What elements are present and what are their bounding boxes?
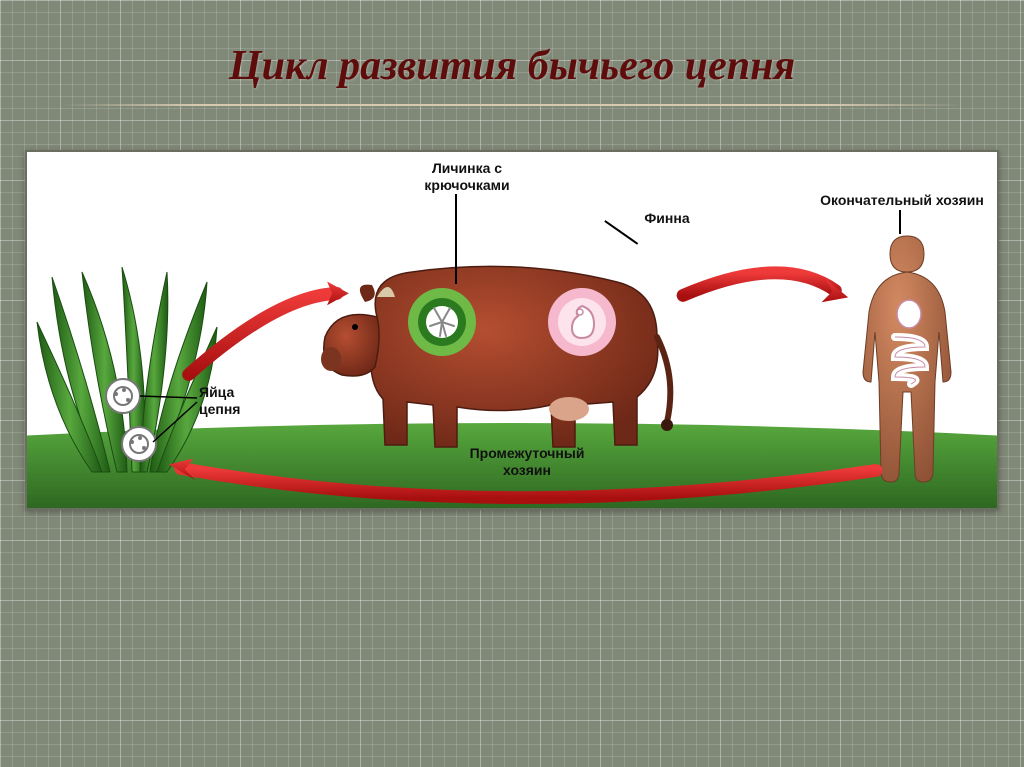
label-intermediate-host: Промежуточный хозяин xyxy=(447,445,607,479)
lifecycle-diagram: Личинка с крючочками Финна Окончательный… xyxy=(25,150,999,510)
label-final-host: Окончательный хозяин xyxy=(807,192,997,209)
title-underline xyxy=(60,104,964,106)
label-larva: Личинка с крючочками xyxy=(402,160,532,194)
pointer-final-host xyxy=(899,210,901,234)
label-finna: Финна xyxy=(627,210,707,227)
pointer-larva xyxy=(455,194,457,284)
label-eggs: Яйца цепня xyxy=(199,384,269,418)
pointer-eggs xyxy=(135,390,205,450)
slide-title: Цикл развития бычьего цепня xyxy=(0,42,1024,90)
